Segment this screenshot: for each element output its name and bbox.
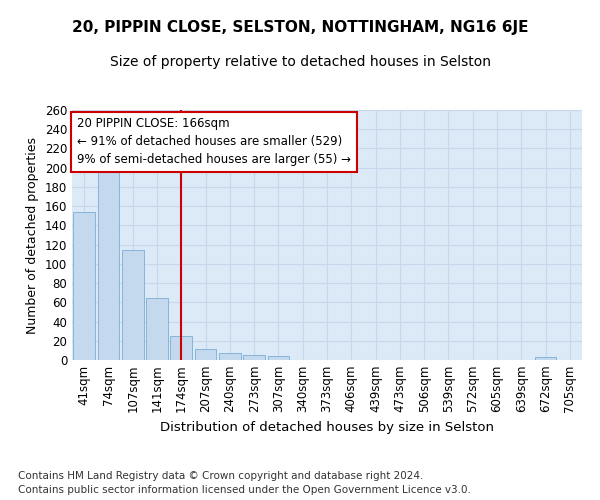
Bar — [122, 250, 143, 360]
Bar — [97, 159, 119, 360]
Bar — [146, 298, 168, 360]
Bar — [73, 212, 95, 360]
Bar — [194, 350, 217, 360]
Text: Size of property relative to detached houses in Selston: Size of property relative to detached ho… — [110, 55, 491, 69]
Bar — [170, 336, 192, 360]
Bar — [219, 354, 241, 360]
X-axis label: Distribution of detached houses by size in Selston: Distribution of detached houses by size … — [160, 421, 494, 434]
Bar — [243, 355, 265, 360]
Y-axis label: Number of detached properties: Number of detached properties — [26, 136, 39, 334]
Bar — [268, 356, 289, 360]
Text: 20, PIPPIN CLOSE, SELSTON, NOTTINGHAM, NG16 6JE: 20, PIPPIN CLOSE, SELSTON, NOTTINGHAM, N… — [72, 20, 528, 35]
Bar — [535, 357, 556, 360]
Text: Contains HM Land Registry data © Crown copyright and database right 2024.
Contai: Contains HM Land Registry data © Crown c… — [18, 471, 471, 495]
Text: 20 PIPPIN CLOSE: 166sqm
← 91% of detached houses are smaller (529)
9% of semi-de: 20 PIPPIN CLOSE: 166sqm ← 91% of detache… — [77, 118, 351, 166]
